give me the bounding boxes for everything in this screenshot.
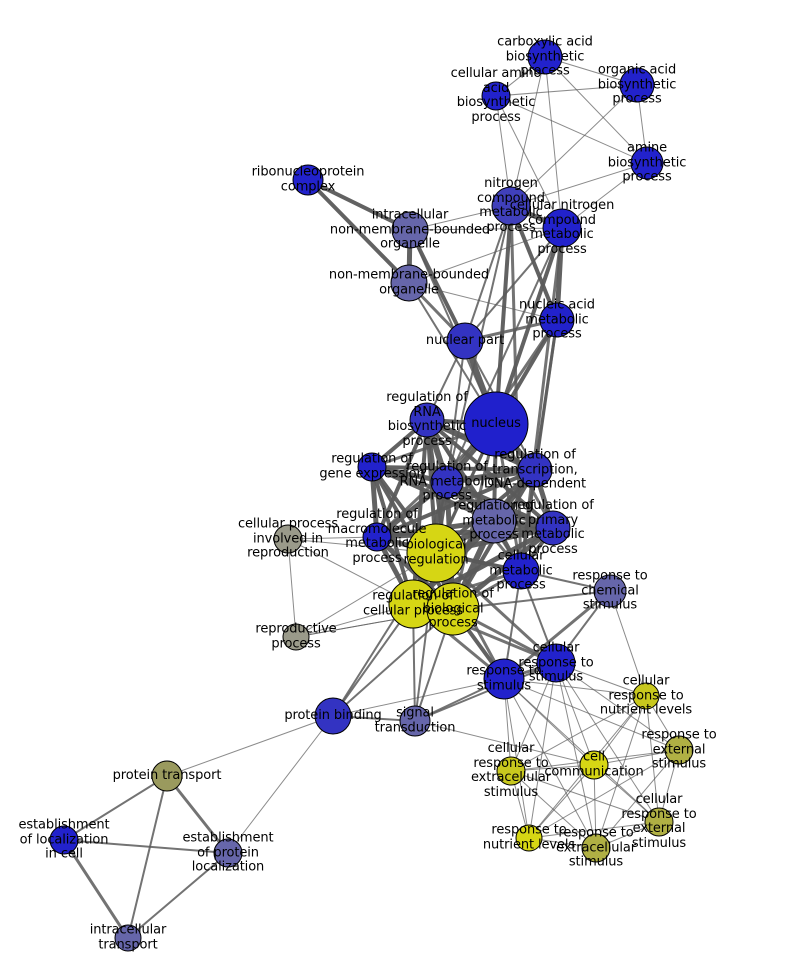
graph-edge	[332, 608, 454, 717]
graph-node-regulation-of-transcription-dna-dependent[interactable]	[517, 452, 553, 488]
graph-edge	[528, 662, 557, 839]
graph-edge	[414, 720, 595, 766]
graph-node-protein-binding[interactable]	[314, 697, 352, 735]
graph-edge	[595, 695, 647, 849]
graph-node-nucleic-acid-metabolic-process[interactable]	[539, 302, 575, 338]
graph-edge	[127, 775, 168, 939]
graph-edge	[227, 715, 334, 854]
graph-node-amine-biosynthetic-process[interactable]	[630, 146, 664, 180]
graph-node-regulation-of-biological-process[interactable]	[426, 582, 480, 636]
graph-node-regulation-of-primary-metabolic-process[interactable]	[535, 510, 571, 546]
graph-node-response-to-nutrient-levels[interactable]	[515, 824, 543, 852]
graph-node-cellular-response-to-stimulus[interactable]	[536, 643, 576, 683]
graph-node-response-to-chemical-stimulus[interactable]	[593, 574, 627, 608]
graph-edge	[408, 227, 563, 284]
graph-edge	[494, 204, 513, 426]
graph-edge	[503, 678, 680, 751]
graph-node-signal-transduction[interactable]	[399, 705, 431, 737]
graph-edge	[464, 205, 512, 342]
graph-node-response-to-stimulus[interactable]	[483, 658, 525, 700]
graph-edge	[528, 749, 680, 839]
graph-edge	[510, 56, 546, 207]
graph-edge	[555, 662, 597, 849]
graph-edge	[528, 764, 595, 839]
graph-node-nitrogen-compound-metabolic-process[interactable]	[491, 186, 531, 226]
graph-node-intracellular-non-membrane-bounded-organelle[interactable]	[391, 211, 429, 249]
graph-node-intracellular-transport[interactable]	[114, 924, 142, 952]
graph-edge	[510, 770, 660, 823]
graph-edge	[495, 84, 638, 97]
graph-edge	[544, 56, 648, 164]
graph-node-cellular-process-involved-in-reproduction[interactable]	[273, 524, 303, 554]
graph-node-regulation-of-metabolic-process[interactable]	[471, 498, 517, 544]
graph-edge	[166, 715, 334, 777]
nodes-layer	[49, 39, 694, 952]
graph-node-cellular-response-to-nutrient-levels[interactable]	[632, 682, 660, 710]
graph-edge	[165, 774, 230, 855]
graph-node-nuclear-part[interactable]	[446, 322, 484, 360]
graph-edge	[287, 538, 297, 638]
graph-edge	[63, 839, 229, 854]
graph-edge	[544, 56, 563, 229]
graph-node-cell-communication[interactable]	[579, 750, 609, 780]
graph-edge	[495, 95, 648, 164]
graph-node-cellular-nitrogen-compound-metabolic-process[interactable]	[542, 208, 582, 248]
graph-edge	[510, 695, 647, 772]
graph-node-biological-regulation[interactable]	[406, 523, 466, 583]
graph-edge	[464, 227, 563, 342]
graph-node-establishment-of-protein-localization[interactable]	[213, 838, 243, 868]
graph-edge	[502, 589, 612, 681]
graph-edge	[62, 838, 130, 940]
graph-node-cellular-metabolic-process[interactable]	[502, 552, 540, 590]
graph-node-regulation-of-rna-metabolic-process[interactable]	[430, 465, 464, 499]
graph-node-cellular-response-to-extracellular-stimulus[interactable]	[496, 756, 526, 786]
graph-node-nucleus[interactable]	[463, 391, 529, 457]
graph-edge	[332, 552, 437, 717]
graph-edge	[503, 678, 660, 823]
graph-edge	[555, 662, 680, 751]
edges-layer	[62, 56, 680, 940]
graph-edge	[287, 536, 378, 540]
graph-node-regulation-of-gene-expression[interactable]	[357, 452, 387, 482]
graph-edge	[510, 770, 597, 849]
graph-edge	[503, 678, 647, 697]
graph-edge	[306, 178, 412, 232]
graph-node-response-to-external-stimulus[interactable]	[664, 735, 694, 765]
graph-node-reproductive-process[interactable]	[282, 623, 310, 651]
graph-edge	[645, 695, 660, 823]
graph-edge	[510, 162, 648, 207]
graph-edge	[127, 852, 229, 939]
graph-node-establishment-of-localization-in-cell[interactable]	[49, 825, 79, 855]
graph-edge	[510, 84, 638, 207]
graph-node-regulation-of-macromolecule-metabolic-process[interactable]	[362, 522, 392, 552]
graph-edge	[528, 821, 660, 839]
graph-edge	[370, 465, 555, 530]
graph-edge	[409, 227, 563, 231]
graph-edge	[495, 95, 563, 229]
graph-node-cellular-amino-acid-biosynthetic-process[interactable]	[481, 81, 511, 111]
graph-edge	[503, 678, 597, 849]
graph-node-non-membrane-bounded-organelle[interactable]	[390, 264, 428, 302]
graph-edge	[306, 178, 411, 285]
graph-node-cellular-response-to-external-stimulus[interactable]	[644, 807, 674, 837]
graph-edge	[414, 662, 557, 722]
graph-edge	[595, 749, 680, 849]
graph-edge	[609, 590, 647, 697]
graph-edge	[332, 678, 505, 717]
graph-node-ribonucleoprotein-complex[interactable]	[292, 164, 324, 196]
graph-node-organic-acid-biosynthetic-process[interactable]	[619, 67, 655, 103]
graph-node-response-to-extracellular-stimulus[interactable]	[581, 833, 611, 863]
graph-node-regulation-of-rna-biosynthetic-process[interactable]	[409, 402, 445, 438]
graph-edge	[63, 775, 168, 841]
graph-node-protein-transport[interactable]	[151, 760, 183, 792]
graph-node-carboxylic-acid-biosynthetic-process[interactable]	[527, 39, 563, 75]
graph-edge	[374, 525, 556, 540]
graph-edge	[509, 204, 559, 322]
